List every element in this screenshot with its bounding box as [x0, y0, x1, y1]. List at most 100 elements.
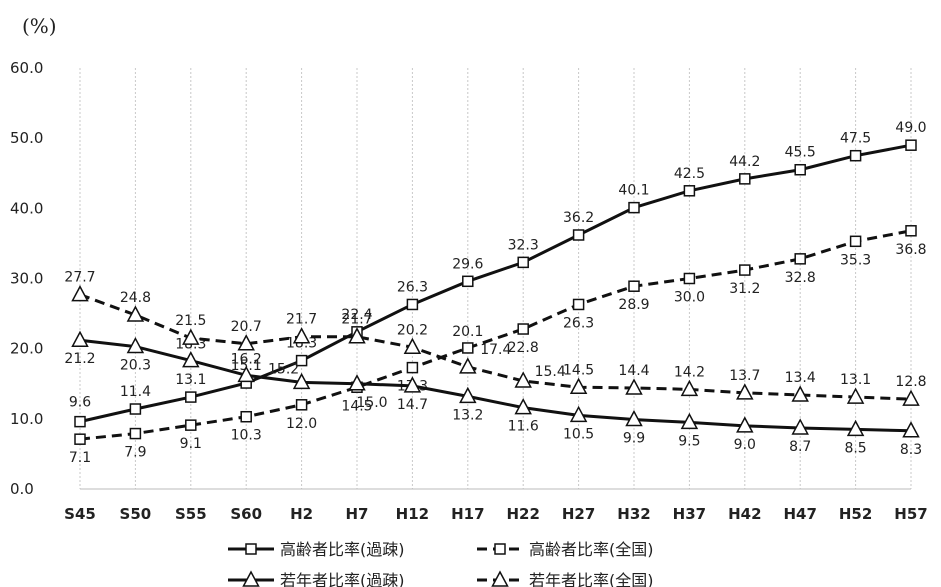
legend-label-4: 若年者比率(全国) [529, 571, 654, 587]
data-label: 9.1 [180, 436, 202, 452]
data-label: 28.9 [618, 297, 649, 313]
point-marker [237, 334, 255, 351]
point-marker [572, 298, 585, 311]
data-label: 13.2 [452, 407, 483, 423]
data-label: 27.7 [64, 270, 95, 286]
point-marker [736, 416, 754, 433]
point-marker [572, 229, 585, 241]
point-marker [794, 253, 806, 265]
data-label: 9.9 [623, 431, 645, 447]
legend-label-1: 高齢者比率(過疎) [280, 540, 405, 559]
data-label: 16.2 [231, 351, 262, 367]
point-marker [625, 409, 643, 427]
data-label: 9.0 [734, 437, 756, 453]
data-label: 30.0 [674, 290, 705, 306]
y-tick-label: 10.0 [10, 410, 43, 428]
point-marker [628, 280, 640, 292]
point-marker [625, 378, 643, 395]
x-tick-label: H52 [839, 505, 872, 523]
point-marker [902, 421, 920, 438]
x-tick-label: H37 [673, 505, 706, 523]
data-label: 8.5 [844, 440, 866, 456]
point-marker [406, 298, 419, 311]
point-marker [182, 328, 200, 345]
point-marker [348, 327, 366, 344]
point-marker [680, 379, 699, 397]
x-tick-label: H17 [451, 505, 484, 523]
data-label: 15.4 [535, 364, 566, 380]
point-marker [849, 149, 862, 162]
data-label: 12.0 [286, 416, 317, 432]
point-marker [74, 433, 86, 445]
point-marker [905, 139, 917, 151]
point-marker [739, 173, 751, 185]
x-tick-label: H22 [506, 505, 539, 523]
data-label: 29.6 [452, 256, 483, 272]
point-marker [403, 376, 422, 393]
data-label: 10.3 [231, 428, 262, 444]
data-label: 18.3 [286, 336, 317, 352]
y-tick-label: 20.0 [10, 340, 43, 358]
point-marker [905, 225, 917, 237]
point-marker [680, 412, 699, 430]
legend-label-2: 高齢者比率(全国) [529, 540, 654, 559]
data-label: 32.8 [785, 270, 816, 286]
point-marker [295, 399, 308, 411]
data-label: 36.2 [563, 210, 594, 226]
point-marker [185, 391, 197, 403]
point-marker [459, 357, 477, 374]
point-marker [794, 163, 806, 176]
point-marker [292, 327, 311, 344]
point-marker [569, 377, 588, 395]
point-marker [791, 385, 809, 402]
x-tick-label: H47 [783, 505, 816, 523]
data-label: 36.8 [895, 242, 926, 258]
data-label: 21.2 [64, 351, 95, 367]
data-label: 17.4 [480, 342, 511, 358]
point-marker [292, 372, 311, 390]
point-marker [569, 405, 588, 423]
legend-marker-1 [245, 543, 257, 555]
data-label: 20.3 [120, 358, 151, 374]
point-marker [348, 374, 366, 391]
legend-label-3: 若年者比率(過疎) [280, 571, 405, 587]
point-marker [129, 403, 142, 415]
x-tick-label: H7 [346, 505, 369, 523]
series-line-4 [79, 293, 912, 401]
data-label: 20.1 [452, 324, 483, 340]
x-tick-label: H42 [728, 505, 761, 523]
data-label: 24.8 [120, 290, 151, 306]
data-label: 15.0 [356, 395, 387, 411]
point-marker [514, 371, 532, 388]
point-marker [683, 272, 696, 285]
data-label: 8.3 [900, 442, 922, 458]
point-marker [517, 323, 529, 335]
data-label: 21.5 [175, 313, 206, 329]
data-label: 45.5 [785, 145, 816, 161]
legend-marker-3 [242, 570, 260, 587]
data-label: 26.3 [563, 315, 594, 331]
data-label: 21.7 [341, 312, 372, 328]
data-label: 40.1 [618, 183, 649, 199]
data-label: 42.5 [674, 166, 705, 182]
data-label: 13.1 [175, 372, 206, 388]
point-marker [628, 201, 640, 214]
data-label: 8.7 [789, 439, 811, 455]
data-label: 22.4 [341, 307, 372, 323]
data-label: 26.3 [397, 279, 428, 295]
point-marker [849, 235, 862, 248]
x-tick-label: S55 [175, 505, 207, 523]
y-tick-label: 50.0 [10, 129, 43, 147]
x-tick-label: S60 [230, 505, 262, 523]
point-marker [71, 330, 89, 347]
data-label: 32.3 [508, 237, 539, 253]
data-label: 35.3 [840, 252, 871, 268]
data-label: 22.8 [508, 340, 539, 356]
x-tick-label: H27 [562, 505, 595, 523]
data-label: 11.6 [508, 419, 539, 435]
point-marker [739, 264, 751, 276]
x-tick-label: H2 [290, 505, 313, 523]
point-marker [462, 342, 474, 354]
series-line-1 [79, 143, 912, 424]
